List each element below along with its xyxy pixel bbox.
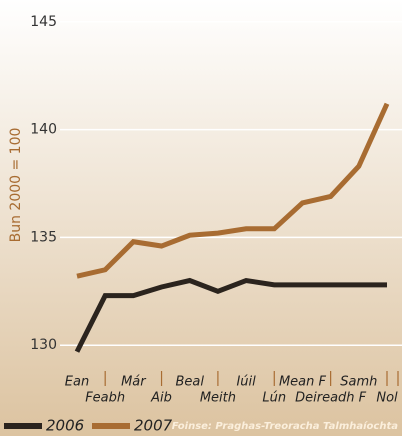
source: Foinse: Praghas-Treoracha Talmhaíochta	[172, 420, 399, 432]
x-tick-label: Samh	[340, 375, 377, 390]
x-tick-label: Nol	[376, 391, 398, 406]
x-tick-label: Aib	[150, 391, 172, 406]
line-series	[74, 277, 387, 353]
x-tick-label: Mean F	[279, 375, 327, 390]
x-tick-label: Már	[121, 375, 147, 390]
x-tick-label: Ean	[65, 375, 89, 390]
legend-label: 2006	[46, 417, 84, 435]
x-tick-label: Feabh	[85, 391, 125, 406]
x-tick-label: Beal	[175, 375, 204, 390]
y-axis-label: Bun 2000 = 100	[8, 128, 24, 243]
legend-label: 2007	[134, 417, 173, 435]
x-tick-label: Deireadh F	[295, 391, 367, 406]
x-tick-label: Meith	[200, 391, 236, 406]
y-tick-label: 145	[30, 14, 57, 30]
x-tick-label: Lún	[262, 391, 286, 406]
y-tick-label: 140	[30, 122, 57, 138]
x-tick-label: Iúil	[236, 375, 256, 390]
y-tick-label: 130	[30, 337, 57, 353]
y-tick-label: 135	[30, 229, 57, 245]
line-series	[76, 102, 390, 279]
